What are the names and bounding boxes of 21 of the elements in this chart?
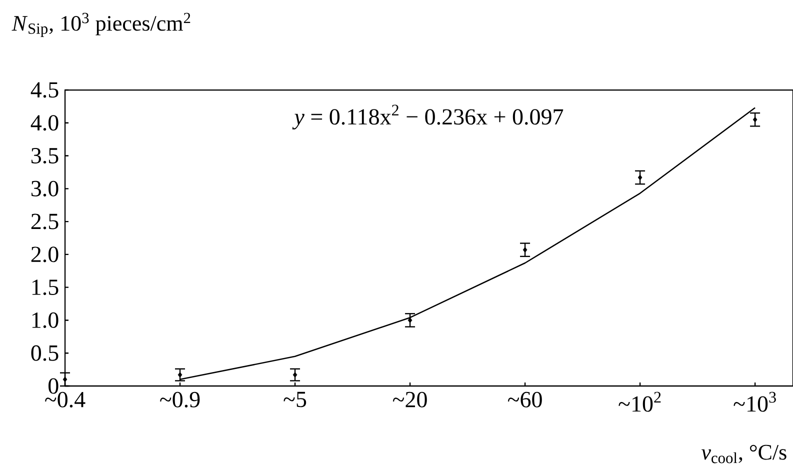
y-axis-title: N$_{Sip}$, 10$^{3}$ pieces/cm$^{2}$ xyxy=(12,12,190,37)
y-tick-label: 1.0 xyxy=(32,312,58,328)
y-tick-label: 3.5 xyxy=(31,148,58,164)
x-tick-label: ~10$^{3}$ xyxy=(734,392,776,412)
x-tick-label: ~5 xyxy=(284,392,306,408)
point xyxy=(638,174,642,180)
y-tick-label: 2.5 xyxy=(31,214,58,230)
y-tick-label: 0.5 xyxy=(31,345,58,361)
y-tick-label: 4.0 xyxy=(30,115,58,131)
x-tick-label: ~0.4 xyxy=(45,392,86,408)
y-tick-label: 4.5 xyxy=(30,82,58,98)
y-tick-label: 2.0 xyxy=(31,246,58,262)
x-axis-title: v$_{cool}$, °C/s xyxy=(702,444,786,464)
y-tick-label: 1.5 xyxy=(32,280,58,296)
y-tick-label: 0 xyxy=(48,378,58,394)
x-tick-label: ~10$^{2}$ xyxy=(618,392,661,412)
annotation: y = 0.118x$^{2}$ − 0.236x + 0.097 xyxy=(292,104,564,130)
x-tick-label: ~0.9 xyxy=(160,392,200,408)
x-tick-label: ~60 xyxy=(508,392,542,408)
x-tick-label: ~20 xyxy=(392,392,427,408)
y-tick-label: 3.0 xyxy=(31,180,58,196)
